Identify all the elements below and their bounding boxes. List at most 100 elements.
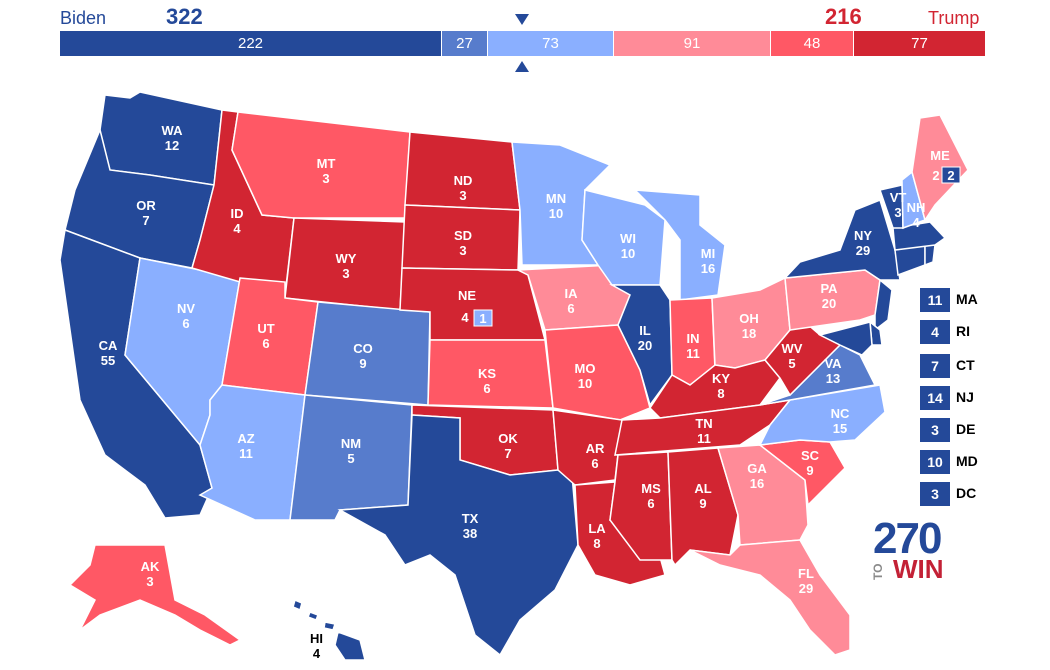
state-AR[interactable] [552,409,623,486]
state-MN-ev: 10 [549,206,563,221]
state-VA-abbr: VA [824,356,842,371]
state-AR-ev: 6 [591,456,598,471]
state-MI[interactable] [633,189,726,301]
ne-state-ev-box: 3 [920,418,950,442]
state-TX-ev: 38 [463,526,477,541]
state-KS-abbr: KS [478,366,496,381]
state-NV-ev: 6 [182,316,189,331]
logo-to: TO [871,563,885,580]
state-IL-abbr: IL [639,323,651,338]
state-SC-ev: 9 [806,463,813,478]
state-MS-abbr: MS [641,481,661,496]
state-NY-abbr: NY [854,228,872,243]
state-AZ-abbr: AZ [237,431,254,446]
state-SD-abbr: SD [454,228,472,243]
results-header: Biden 322 216 Trump 222 27 73 91 48 77 [0,0,1050,80]
state-NJ[interactable] [874,278,893,332]
state-OH-abbr: OH [739,311,759,326]
270-marker-down-icon [515,14,529,25]
electoral-vote-bar: 222 27 73 91 48 77 [60,31,986,56]
state-IA-abbr: IA [565,286,579,301]
state-CA-abbr: CA [99,338,118,353]
state-WV-ev: 5 [788,356,795,371]
state-LA-abbr: LA [588,521,606,536]
state-NM-ev: 5 [347,451,354,466]
state-KS-ev: 6 [483,381,490,396]
state-IA-ev: 6 [567,301,574,316]
state-NE-abbr: NE [458,288,476,303]
state-FL-ev: 29 [799,581,813,596]
ne-state-ev-box: 3 [920,482,950,506]
state-MT-abbr: MT [317,156,336,171]
state-NE-district-box [473,309,493,327]
state-SD-ev: 3 [459,243,466,258]
state-AK[interactable] [68,544,242,646]
state-OR-abbr: OR [136,198,156,213]
state-GA-ev: 16 [750,476,764,491]
state-PA-abbr: PA [820,281,838,296]
bar-segment: 91 [614,31,771,56]
state-ID-abbr: ID [231,206,244,221]
state-NE-district-label: 1 [479,311,486,326]
ne-state-ev-box: 4 [920,320,950,344]
state-ME-district-label: 2 [947,168,954,183]
logo-win: WIN [893,554,944,584]
bar-segment: 27 [442,31,488,56]
state-IL[interactable] [609,284,673,407]
state-PA-ev: 20 [822,296,836,311]
state-IN-ev: 11 [686,346,700,361]
state-NH-abbr: NH [907,200,926,215]
state-HI[interactable] [292,598,366,661]
ne-state-abbr: CT [956,357,975,373]
state-AK-ev: 3 [146,574,153,589]
dem-candidate-name: Biden [60,8,107,28]
state-WA-ev: 12 [165,138,179,153]
state-ME-ev: 2 [932,168,939,183]
state-VT-abbr: VT [890,190,907,205]
state-MS-ev: 6 [647,496,654,511]
state-WA-abbr: WA [162,123,184,138]
bar-segment: 48 [771,31,854,56]
state-WI-ev: 10 [621,246,635,261]
state-SC-abbr: SC [801,448,820,463]
state-AK-abbr: AK [141,559,160,574]
rep-candidate-name: Trump [928,8,980,28]
state-KY-ev: 8 [717,386,724,401]
state-NC-abbr: NC [831,406,850,421]
ne-state-ev-box: 14 [920,386,950,410]
state-MA[interactable] [892,221,947,251]
state-ND-ev: 3 [459,188,466,203]
logo-number: 270 [873,514,942,563]
state-UT-abbr: UT [257,321,274,336]
state-MD[interactable] [817,321,873,356]
state-CA-ev: 55 [101,353,115,368]
state-FL[interactable] [689,539,851,656]
state-ME[interactable] [911,114,969,222]
state-HI-ev: 4 [312,646,321,661]
state-OR-ev: 7 [142,213,149,228]
state-TX[interactable] [337,414,579,657]
state-RI[interactable] [924,244,936,267]
state-OK-ev: 7 [504,446,511,461]
state-VT-ev: 3 [894,205,901,220]
ne-state-abbr: NJ [956,389,974,405]
state-KY-abbr: KY [712,371,730,386]
state-NM-abbr: NM [341,436,361,451]
state-MO-abbr: MO [575,361,596,376]
state-AZ-ev: 11 [239,446,253,461]
state-HI-label: HI 4 [310,631,323,661]
state-NV-abbr: NV [177,301,195,316]
state-WY-ev: 3 [342,266,349,281]
rep-electoral-total: 216 [825,4,862,29]
state-MO-ev: 10 [578,376,592,391]
bar-segment: 73 [488,31,614,56]
ne-state-ev-box: 11 [920,288,950,312]
state-NY-ev: 29 [856,243,870,258]
state-NY[interactable] [783,198,901,281]
state-IN-abbr: IN [687,331,700,346]
state-ME-abbr: ME [930,148,950,163]
state-NH-ev: 4 [912,215,920,230]
ne-state-abbr: RI [956,323,970,339]
state-MN-abbr: MN [546,191,566,206]
state-AL-abbr: AL [694,481,711,496]
